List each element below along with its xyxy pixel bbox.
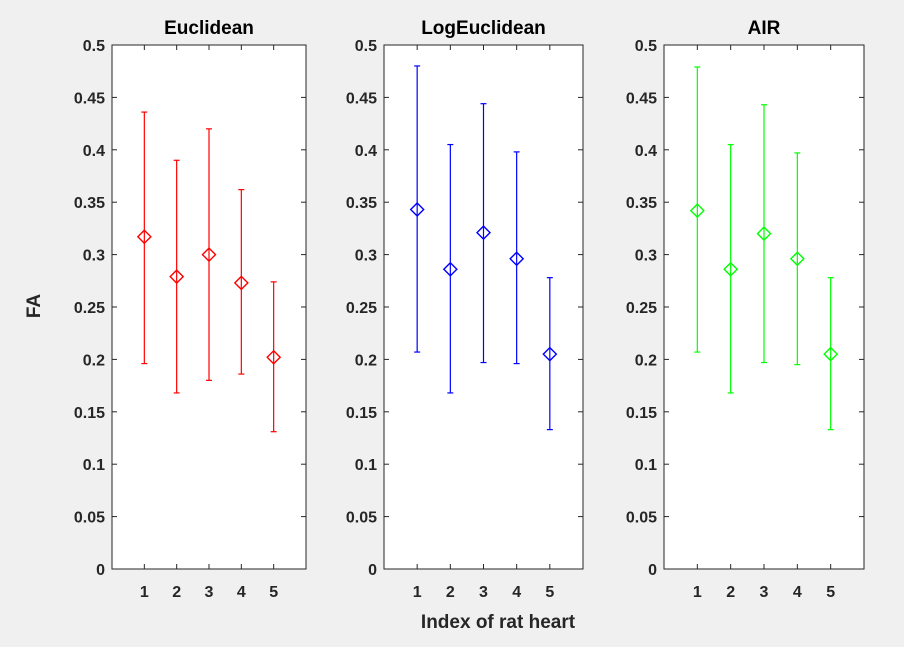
data-point	[689, 203, 705, 219]
x-tick-label: 5	[545, 584, 554, 601]
y-tick-label: 0.05	[346, 510, 377, 527]
x-tick-label: 3	[479, 584, 488, 601]
y-tick-label: 0.4	[355, 143, 377, 160]
y-tick-label: 0.05	[626, 510, 657, 527]
y-tick-label: 0.5	[635, 38, 657, 55]
error-bar	[238, 189, 245, 375]
x-tick-label: 3	[760, 584, 769, 601]
y-tick-label: 0.1	[355, 457, 377, 474]
error-bar	[827, 277, 834, 431]
x-axis-label: Index of rat heart	[421, 612, 576, 633]
data-point	[723, 261, 739, 277]
y-tick-label: 0.45	[74, 90, 105, 107]
y-tick-label: 0.5	[355, 38, 377, 55]
x-tick-label: 2	[172, 584, 181, 601]
y-tick-label: 0.2	[635, 352, 657, 369]
error-bar	[513, 151, 520, 365]
y-tick-label: 0	[648, 562, 657, 579]
subplot-panels: Euclidean00.050.10.150.20.250.30.350.40.…	[74, 18, 865, 601]
x-tick-label: 1	[140, 584, 149, 601]
error-bar	[480, 103, 487, 364]
subplot-1: Euclidean 0 0.05 0.1 0.15 0.2 0.25 0.3 0.35 0.4 0.…	[74, 18, 307, 601]
data-point	[789, 251, 805, 267]
data-point	[409, 202, 425, 218]
x-tick-label: 5	[269, 584, 278, 601]
error-bar	[546, 277, 553, 431]
y-tick-label: 0.3	[355, 248, 377, 265]
y-tick-label: 0.35	[346, 195, 377, 212]
x-tick-label: 1	[693, 584, 702, 601]
y-tick-label: 0.05	[74, 510, 105, 527]
y-tick-label: 0	[368, 562, 377, 579]
x-tick-label: 4	[793, 584, 802, 601]
y-tick-label: 0.25	[626, 300, 657, 317]
error-bar	[414, 65, 421, 353]
error-bar	[447, 143, 454, 394]
y-tick-label: 0.2	[355, 352, 377, 369]
error-bar	[794, 152, 801, 366]
panel-title: LogEuclidean	[421, 18, 546, 39]
x-tick-label: 2	[446, 584, 455, 601]
y-tick-label: 0.1	[83, 457, 105, 474]
x-tick-label: 2	[726, 584, 735, 601]
y-axis-label: FA	[24, 294, 45, 319]
panel-title: AIR	[748, 18, 781, 39]
error-bar	[270, 281, 277, 433]
x-tick-label: 5	[826, 584, 835, 601]
data-point	[823, 346, 839, 362]
error-bar	[141, 111, 148, 365]
data-point	[442, 261, 458, 277]
panel-title: Euclidean	[164, 18, 254, 39]
error-bar	[761, 104, 767, 364]
x-tick-label: 1	[413, 584, 422, 601]
data-point	[233, 275, 249, 291]
data-point	[756, 226, 772, 242]
data-point	[542, 346, 558, 362]
y-tick-label: 0.5	[83, 38, 105, 55]
y-tick-label: 0.1	[635, 457, 657, 474]
error-bar	[173, 159, 180, 394]
error-bar	[727, 143, 734, 394]
y-tick-label: 0.15	[74, 405, 105, 422]
y-tick-label: 0.3	[83, 248, 105, 265]
x-tick-label: 4	[512, 584, 521, 601]
y-tick-label: 0.15	[346, 405, 377, 422]
error-bar	[694, 66, 701, 353]
y-tick-label: 0.25	[74, 300, 105, 317]
y-tick-label: 0.15	[626, 405, 657, 422]
data-point	[201, 247, 217, 263]
x-tick-label: 3	[205, 584, 214, 601]
data-point	[169, 269, 185, 285]
y-tick-label: 0.45	[626, 90, 657, 107]
data-point	[476, 225, 491, 241]
y-tick-label: 0.35	[626, 195, 657, 212]
data-point	[266, 349, 282, 365]
y-tick-label: 0.2	[83, 352, 105, 369]
y-tick-label: 0.45	[346, 90, 377, 107]
data-point	[509, 251, 525, 267]
y-tick-label: 0.35	[74, 195, 105, 212]
x-tick-label: 4	[237, 584, 246, 601]
y-tick-label: 0.3	[635, 248, 657, 265]
subplot-3: AIR 0 0.05 0.1 0.15 0.2 0.25 0.3 0.35 0.4 0.45 0.5 1…	[626, 18, 865, 601]
data-point	[136, 229, 152, 245]
y-tick-label: 0.25	[346, 300, 377, 317]
y-tick-label: 0	[96, 562, 105, 579]
error-bar	[206, 128, 212, 381]
y-tick-label: 0.4	[83, 143, 105, 160]
y-tick-label: 0.4	[635, 143, 657, 160]
subplot-2: LogEuclidean 0 0.05 0.1 0.15 0.2 0.25 0.3 0.35 0.…	[346, 18, 584, 601]
